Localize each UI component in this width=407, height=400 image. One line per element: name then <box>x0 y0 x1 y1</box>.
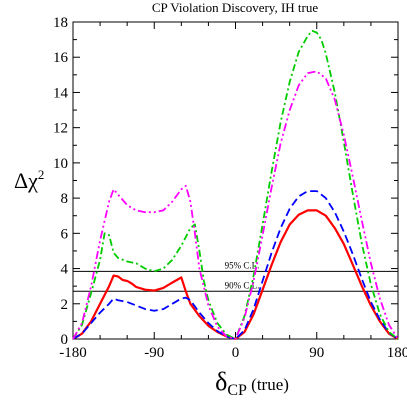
x-axis-label-sub: CP <box>227 382 247 399</box>
y-tick-label-2: 4 <box>61 262 69 278</box>
x-axis-label: δCP (true) <box>215 367 289 399</box>
y-axis-label-sup: 2 <box>38 167 45 182</box>
chart-title: CP Violation Discovery, IH true <box>152 0 319 15</box>
axis-ticks <box>72 21 399 340</box>
y-tick-label-6: 12 <box>53 121 68 137</box>
y-tick-label-1: 2 <box>61 297 69 313</box>
reference-lines: 95% C.L. 90% C.L. <box>73 260 398 292</box>
y-tick-label-7: 14 <box>53 85 69 101</box>
x-tick-label-2: 0 <box>232 345 240 361</box>
y-tick-label-0: 0 <box>61 332 69 348</box>
y-tick-label-9: 18 <box>53 15 68 31</box>
x-tick-label-1: -90 <box>144 345 164 361</box>
reference-label-1: 90% C.L. <box>225 280 260 290</box>
series-line-3 <box>72 70 399 340</box>
y-tick-label-8: 16 <box>53 50 69 66</box>
series-group <box>72 29 399 341</box>
y-axis-label: Δχ2 <box>14 167 44 193</box>
x-tick-label-3: 90 <box>309 345 324 361</box>
series-line-2 <box>72 29 399 340</box>
y-tick-label-5: 10 <box>53 156 68 172</box>
y-tick-label-4: 8 <box>61 191 69 207</box>
y-axis-label-main: Δχ <box>14 168 38 193</box>
x-tick-label-0: -180 <box>59 345 87 361</box>
series-line-0 <box>72 209 399 341</box>
reference-label-0: 95% C.L. <box>225 260 260 270</box>
tick-labels: -180 -90 0 90 180 0 2 4 6 8 10 12 14 16 18 <box>53 15 407 361</box>
y-tick-label-3: 6 <box>61 226 69 242</box>
x-tick-label-4: 180 <box>387 345 407 361</box>
x-axis-label-main: δ <box>215 367 227 396</box>
x-axis-label-suffix: (true) <box>247 375 289 394</box>
